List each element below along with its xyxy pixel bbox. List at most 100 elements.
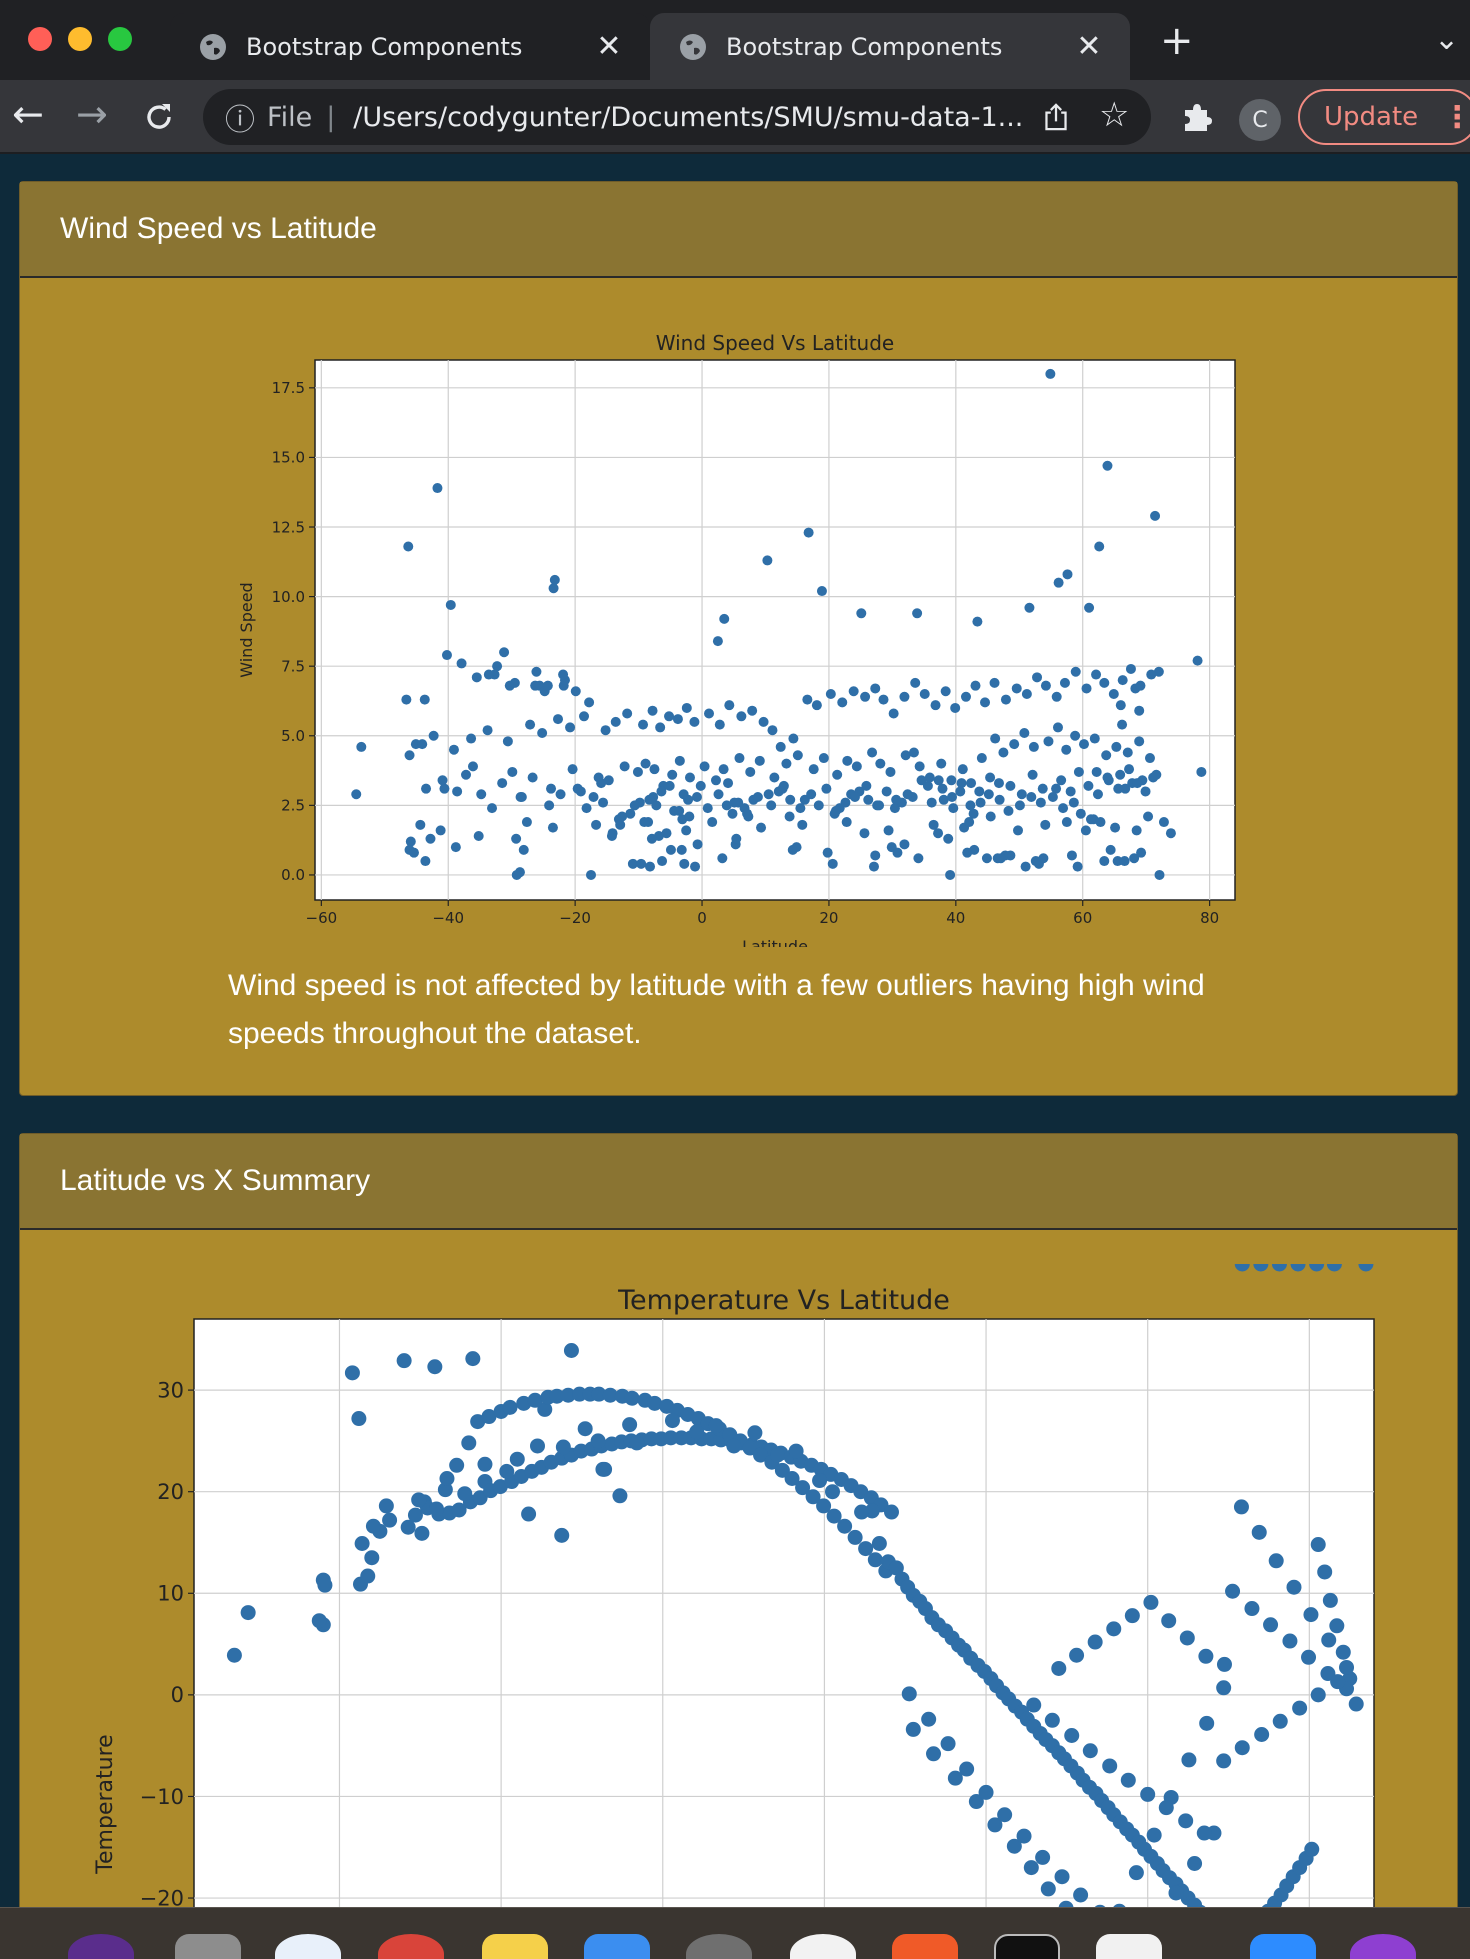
update-chrome-button[interactable]: Update ⋮ [1298,89,1470,145]
data-point [612,1488,628,1504]
url-text: /Users/codygunter/Documents/SMU/smu-data… [353,101,1024,133]
data-point [588,792,599,803]
data-point [947,1770,963,1786]
data-point [432,483,443,494]
data-point [1092,789,1103,800]
data-point [419,694,430,705]
tab-search-button[interactable]: ⌄ [1434,22,1460,57]
data-point [712,636,723,647]
data-point [1140,786,1151,797]
github-desktop-icon[interactable] [1350,1934,1416,1959]
data-point [502,1399,518,1415]
data-point [806,789,817,800]
data-point [525,719,536,730]
data-point [933,828,944,839]
baseball-app-icon[interactable] [790,1934,856,1959]
profile-avatar[interactable]: C [1239,99,1281,141]
close-window-button[interactable] [28,27,52,51]
safari-icon[interactable] [275,1934,341,1959]
data-point [518,844,529,855]
card-title: Latitude vs X Summary [60,1164,371,1197]
data-point [1271,1264,1287,1272]
notes-icon[interactable] [482,1934,548,1959]
reload-icon[interactable] [142,100,176,134]
data-point [1120,783,1131,794]
data-point [1253,1264,1269,1272]
data-point [1146,669,1157,680]
macos-dock [0,1907,1470,1959]
data-point [997,1807,1013,1823]
data-point [439,1470,455,1486]
data-point [661,828,672,839]
data-point [811,700,822,711]
tab-bootstrap-components-1[interactable]: Bootstrap Components ✕ [170,13,650,80]
data-point [1268,1553,1284,1569]
data-point [1032,672,1043,683]
data-point [723,778,734,789]
data-point [827,858,838,869]
data-point [466,733,477,744]
chrome-icon[interactable] [378,1934,444,1959]
data-point [407,1507,423,1523]
terminal-icon[interactable] [994,1934,1060,1959]
data-point [584,697,595,708]
data-point [708,1418,724,1434]
data-point [602,1387,618,1403]
puzzle-icon[interactable] [1180,100,1214,134]
x-axis-label: Latitude [742,937,808,947]
close-tab-icon[interactable]: ✕ [596,29,622,64]
sheets-icon[interactable] [1096,1934,1162,1959]
data-point [863,794,874,805]
brave-icon[interactable] [892,1934,958,1959]
close-tab-icon[interactable]: ✕ [1076,29,1102,64]
data-point [448,744,459,755]
data-point [742,808,753,819]
data-point [356,741,367,752]
data-point [699,761,710,772]
data-point [1199,1715,1215,1731]
data-point [1304,1841,1320,1857]
data-point [990,733,1001,744]
launchpad-icon[interactable] [175,1934,241,1959]
data-point [240,1605,256,1621]
new-tab-button[interactable]: + [1160,18,1194,64]
data-point [1348,1696,1364,1712]
data-point [482,725,493,736]
address-bar[interactable]: ⓘ File | /Users/codygunter/Documents/SMU… [203,89,1151,145]
share-icon[interactable] [1043,101,1069,133]
data-point [830,805,841,816]
data-point [756,822,767,833]
data-point [1134,705,1145,716]
back-button[interactable]: ← [12,92,44,136]
tab-bootstrap-components-2[interactable]: Bootstrap Components ✕ [650,13,1130,80]
data-point [549,574,560,585]
site-info-icon[interactable]: ⓘ [225,103,255,138]
data-point [1168,1885,1184,1901]
data-point [1066,850,1077,861]
zoom-icon[interactable] [1250,1934,1316,1959]
forward-button[interactable]: → [76,92,108,136]
minimize-window-button[interactable] [68,27,92,51]
more-menu-icon[interactable]: ⋮ [1442,99,1470,135]
data-point [867,1552,883,1568]
latitude-summary-card: Latitude vs X Summary −20 −10 0 10 20 30 Tempe… [19,1133,1458,1944]
data-point [1244,1601,1260,1617]
data-point [1073,1887,1089,1903]
system-preferences-icon[interactable] [686,1934,752,1959]
bookmark-star-icon[interactable]: ☆ [1099,95,1130,135]
data-point [1083,780,1094,791]
data-point [1132,778,1143,789]
data-point [572,1386,588,1402]
siri-icon[interactable] [68,1934,134,1959]
data-point [516,1395,532,1411]
data-point [1095,817,1106,828]
app-store-icon[interactable] [584,1934,650,1959]
data-point [867,747,878,758]
data-point [950,702,961,713]
data-point [795,1480,811,1496]
data-point [615,819,626,830]
data-point [1019,727,1030,738]
zoom-window-button[interactable] [108,27,132,51]
data-point [714,719,725,730]
data-point [656,786,667,797]
